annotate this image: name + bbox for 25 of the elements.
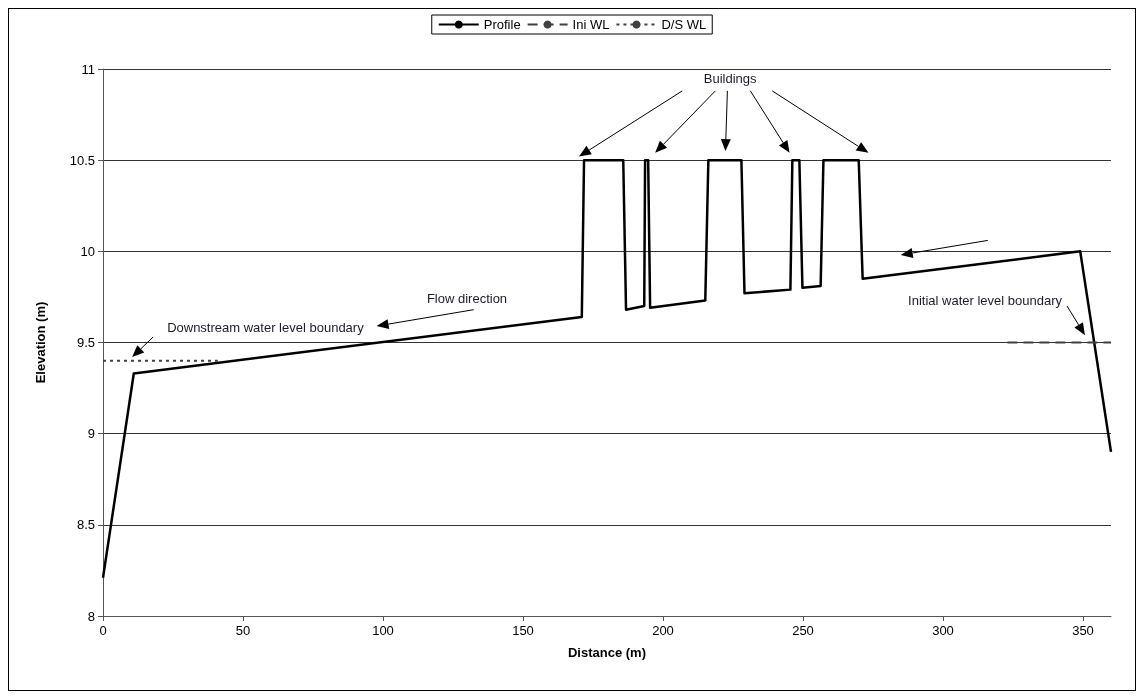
y-tick-label: 10.5 [69, 152, 95, 168]
line-series [101, 158, 1113, 579]
y-axis-title: Elevation (m) [33, 301, 48, 384]
x-tick-label: 50 [235, 623, 251, 638]
x-tick-label: 300 [932, 623, 954, 638]
y-tick-label: 8.5 [76, 517, 95, 533]
y-tick-label: 10 [80, 243, 95, 259]
x-axis-title: Distance (m) [567, 645, 647, 660]
x-tick-label: 350 [1072, 623, 1094, 638]
legend-label: Ini WL [572, 17, 610, 32]
annotation: Downstream water level boundary [167, 319, 365, 335]
y-tick-label: 9 [87, 426, 95, 442]
y-tick-label: 8 [87, 608, 95, 624]
x-tick-label: 100 [372, 623, 394, 638]
legend-label: D/S WL [661, 17, 707, 32]
annotation: Initial water level boundary [908, 293, 1063, 309]
annotation: Buildings [703, 70, 758, 86]
y-tick-label: 11 [81, 61, 95, 77]
x-tick-label: 250 [792, 623, 814, 638]
annotation: Flow direction [426, 291, 508, 307]
legend-label: Profile [483, 17, 521, 32]
x-tick-label: 150 [512, 623, 534, 638]
y-tick-label: 9.5 [76, 335, 95, 350]
x-tick-label: 0 [99, 623, 107, 638]
x-tick-label: 200 [652, 623, 674, 638]
